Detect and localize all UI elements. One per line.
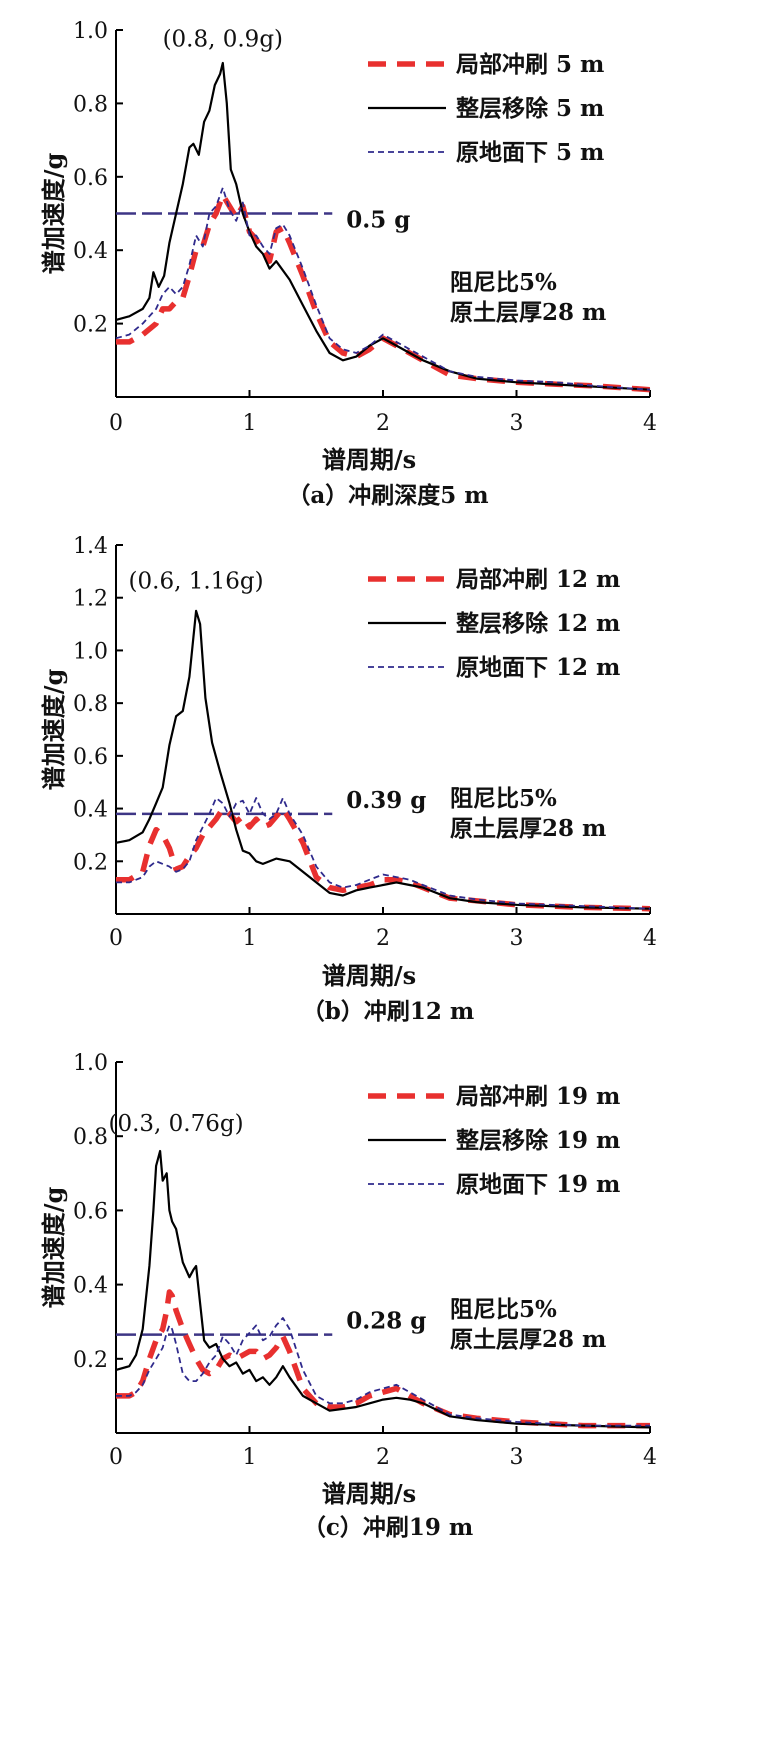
y-tick-label: 1.0: [73, 639, 108, 664]
y-tick-label: 1.4: [73, 534, 108, 559]
series-line-original-ground: [116, 797, 651, 910]
panel-caption: （b）冲刷12 m: [302, 998, 474, 1025]
chart-panel-3: 0.2 0.4 0.6 0.8 1.0 0 1 2 3 4 谱周期/s 谱加速度/g 0.28 g (0.…: [39, 1051, 657, 1541]
y-tick-label: 0.2: [73, 313, 108, 338]
y-tick-label: 0.8: [73, 1125, 108, 1150]
x-tick-label: 3: [510, 1445, 524, 1470]
chart-note: 阻尼比5%: [450, 785, 557, 812]
y-tick-label: 1.0: [73, 19, 108, 44]
series-line-layer-removed: [115, 1149, 651, 1429]
y-tick-label: 0.2: [73, 850, 108, 875]
series-line-original-ground: [116, 1317, 650, 1427]
x-tick-label: 0: [109, 1445, 123, 1470]
y-tick-label: 0.6: [73, 1199, 108, 1224]
chart-panel-2: 0.2 0.4 0.6 0.8 1.0 1.2 1.4 0 1 2 3 4 谱周期/s 谱加速度/g 0.3…: [39, 534, 657, 1025]
y-tick-label: 0.4: [73, 1274, 108, 1299]
chart-note: 阻尼比5%: [450, 1296, 557, 1323]
legend-label: 局部冲刷 5 m: [456, 51, 604, 78]
panel-caption: （c）冲刷19 m: [303, 1514, 473, 1541]
series-line-layer-removed: [115, 61, 651, 391]
y-tick-label: 0.6: [73, 166, 108, 191]
series-line-original-ground: [115, 186, 651, 391]
x-axis-label: 谱周期/s: [322, 961, 416, 990]
chart-note: 原土层厚28 m: [450, 1326, 606, 1353]
peak-annotation: (0.8, 0.9g): [163, 27, 283, 53]
x-axis-label: 谱周期/s: [322, 445, 416, 474]
reference-line-label: 0.39 g: [346, 787, 426, 814]
x-tick-label: 2: [376, 926, 390, 951]
y-axis-label: 谱加速度/g: [39, 1187, 68, 1309]
x-tick-label: 3: [510, 926, 524, 951]
x-tick-label: 1: [243, 1445, 257, 1470]
chart-note: 原土层厚28 m: [450, 815, 606, 842]
y-tick-label: 0.8: [73, 692, 108, 717]
y-tick-label: 1.0: [73, 1051, 108, 1076]
x-tick-label: 1: [243, 411, 257, 436]
x-tick-label: 4: [643, 411, 657, 436]
y-tick-label: 1.2: [73, 587, 108, 612]
reference-line-label: 0.5 g: [346, 207, 410, 234]
legend-label: 局部冲刷 19 m: [456, 1083, 620, 1110]
x-tick-label: 0: [109, 411, 123, 436]
peak-annotation: (0.3, 0.76g): [109, 1111, 244, 1137]
legend-label: 整层移除 19 m: [456, 1127, 620, 1154]
panel-caption: （a）冲刷深度5 m: [287, 482, 488, 509]
y-tick-label: 0.2: [73, 1348, 108, 1373]
reference-line-label: 0.28 g: [346, 1308, 426, 1335]
y-tick-label: 0.4: [73, 798, 108, 823]
chart-panel-1: 0.2 0.4 0.6 0.8 1.0 0 1 2 3 4 谱周期/s 谱加速度/g 0.5 g (0.8…: [39, 19, 657, 509]
y-tick-label: 0.8: [73, 92, 108, 117]
y-axis-label: 谱加速度/g: [39, 153, 68, 275]
y-axis-label: 谱加速度/g: [39, 669, 68, 791]
y-tick-label: 0.4: [73, 239, 108, 264]
series-line-layer-removed: [115, 609, 651, 910]
legend-label: 原地面下 5 m: [456, 139, 604, 166]
chart-note: 原土层厚28 m: [450, 299, 606, 326]
peak-annotation: (0.6, 1.16g): [129, 568, 264, 594]
y-tick-label: 0.6: [73, 745, 108, 770]
x-tick-label: 4: [643, 1445, 657, 1470]
x-tick-label: 0: [109, 926, 123, 951]
x-tick-label: 1: [243, 926, 257, 951]
legend-label: 整层移除 5 m: [456, 95, 604, 122]
x-tick-label: 2: [376, 1445, 390, 1470]
chart-note: 阻尼比5%: [450, 269, 557, 296]
legend-label: 原地面下 12 m: [456, 654, 620, 681]
series-line-local-scour: [116, 1289, 650, 1429]
x-tick-label: 3: [510, 411, 524, 436]
x-axis-label: 谱周期/s: [322, 1479, 416, 1508]
legend-label: 整层移除 12 m: [456, 610, 620, 637]
x-tick-label: 2: [376, 411, 390, 436]
legend-label: 原地面下 19 m: [456, 1171, 620, 1198]
x-tick-label: 4: [643, 926, 657, 951]
legend-label: 局部冲刷 12 m: [456, 566, 620, 593]
